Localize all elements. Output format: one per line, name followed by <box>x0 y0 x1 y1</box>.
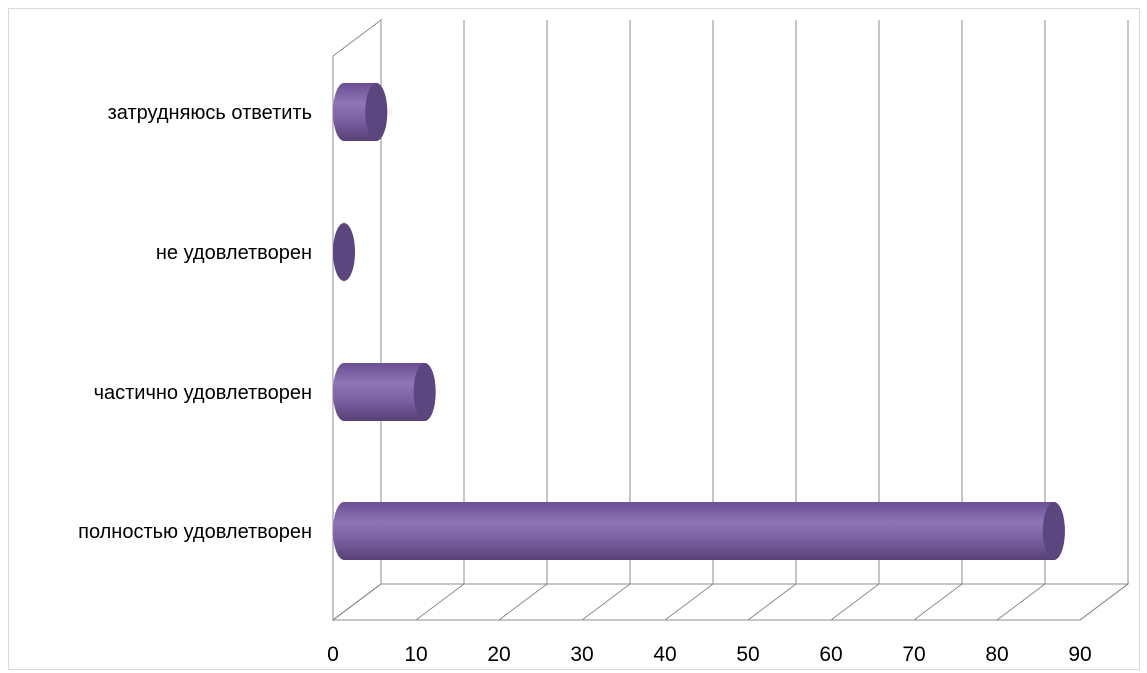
floor-gridline <box>913 583 963 621</box>
y-category-label: затрудняюсь ответить <box>108 102 312 124</box>
x-tick-label: 20 <box>487 643 510 666</box>
y-axis-category-labels: полностью удовлетворен частично удовлетво… <box>78 102 312 543</box>
x-axis-tick-labels: 0 10 20 30 40 50 60 70 80 90 <box>327 643 1092 666</box>
x-tick-label: 10 <box>404 643 427 666</box>
gridlines <box>331 19 1130 621</box>
x-tick-label: 0 <box>327 643 339 666</box>
bar <box>333 363 436 421</box>
y-category-label: частично удовлетворен <box>94 382 312 404</box>
floor-gridline <box>996 583 1046 621</box>
chart-area <box>8 8 1140 670</box>
bar-body <box>333 502 1065 560</box>
floor-gridline <box>1079 583 1129 621</box>
x-tick-label: 30 <box>570 643 593 666</box>
y-category-label: не удовлетворен <box>156 242 312 264</box>
bar-body <box>333 363 436 421</box>
floor-gridline <box>581 583 631 621</box>
bar <box>333 223 355 281</box>
x-tick-label: 60 <box>819 643 842 666</box>
floor <box>331 583 1130 621</box>
x-tick-label: 70 <box>902 643 925 666</box>
bar <box>333 502 1065 560</box>
x-tick-label: 90 <box>1068 643 1091 666</box>
floor-gridline <box>747 583 797 621</box>
bars <box>333 83 1065 560</box>
x-tick-label: 80 <box>985 643 1008 666</box>
floor-gridline <box>498 583 548 621</box>
bar-end-cap <box>365 83 388 141</box>
bar-end-cap <box>1042 502 1065 560</box>
floor-gridline <box>332 583 382 621</box>
bar-end-cap <box>413 363 436 421</box>
y-category-label: полностью удовлетворен <box>78 521 312 543</box>
bar <box>333 83 388 141</box>
floor-gridline <box>415 583 465 621</box>
floor-gridline <box>664 583 714 621</box>
x-tick-label: 50 <box>736 643 759 666</box>
floor-gridline <box>830 583 880 621</box>
x-tick-label: 40 <box>653 643 676 666</box>
bar-end-cap <box>333 223 355 281</box>
